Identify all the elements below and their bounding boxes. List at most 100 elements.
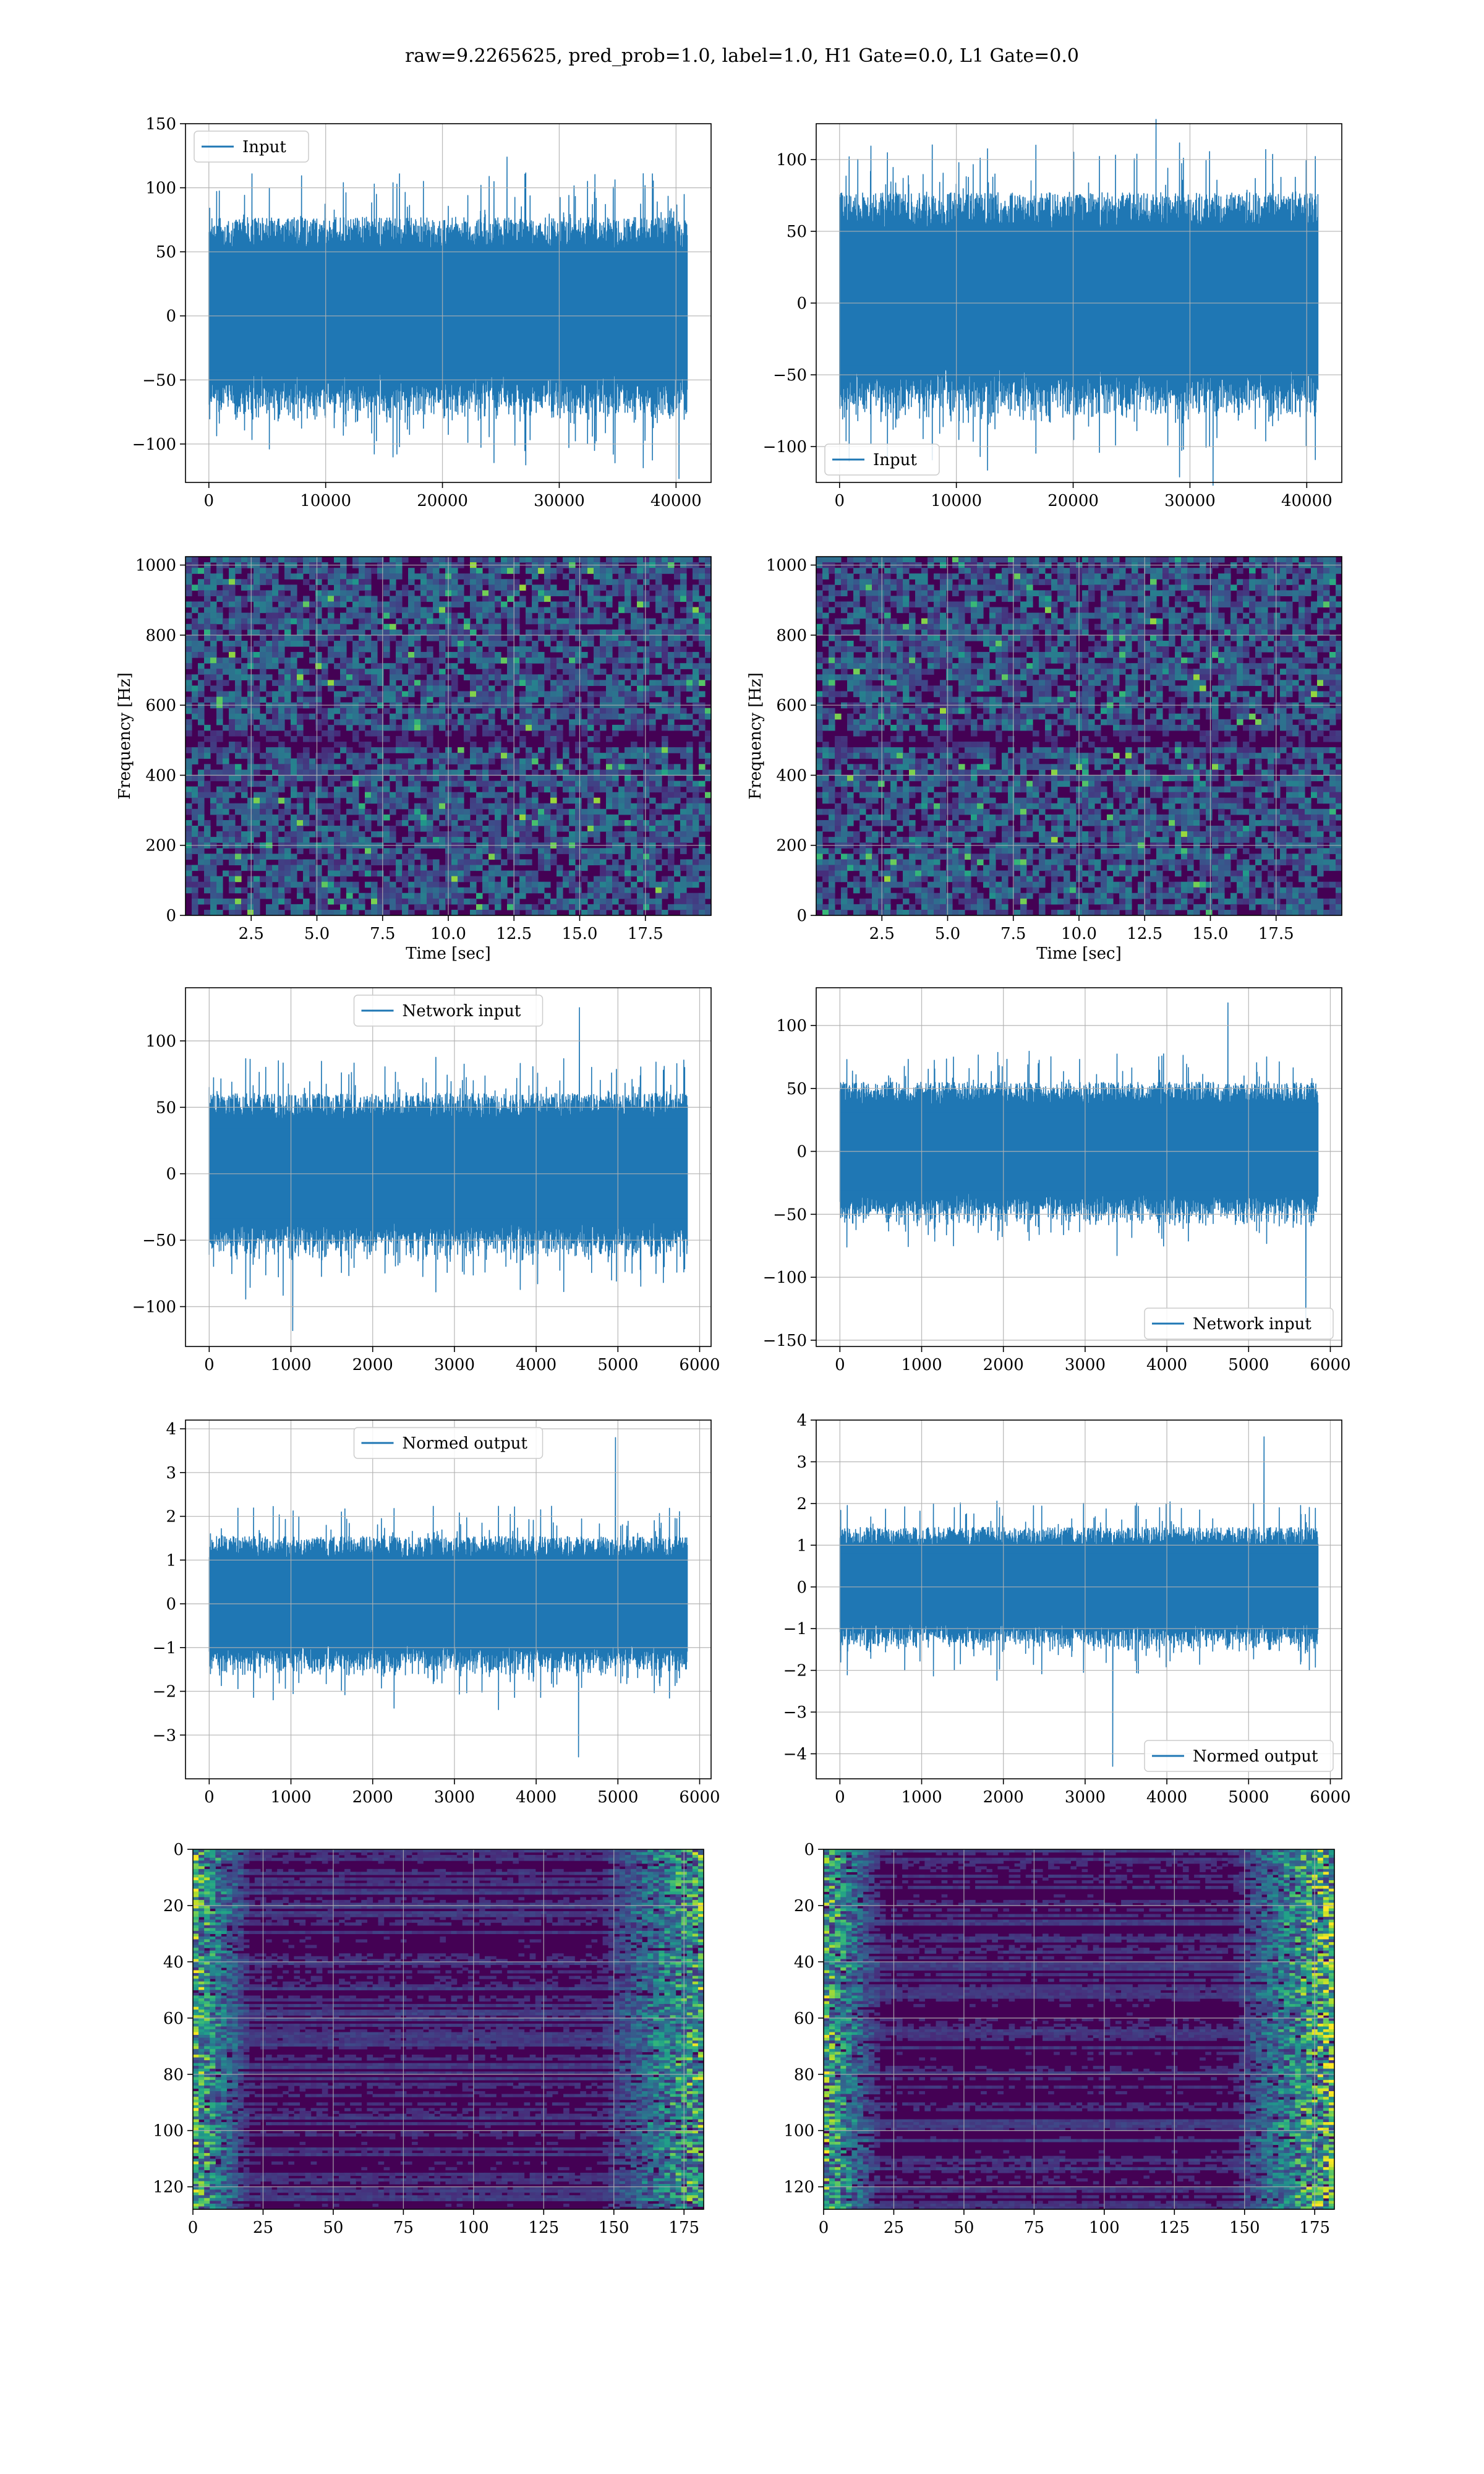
y-tick-label: 100 xyxy=(783,2122,814,2141)
subplot-grid: 0 10000 20000 30000 40000−100−50050100150Inp… xyxy=(116,115,1351,2237)
x-tick-label: 75 xyxy=(1024,2219,1044,2237)
subplot-spec_left: 2.5 5.0 7.5 10.0 12.5 15.0 17.5 0 200 400 600 800 10… xyxy=(116,556,712,963)
x-tick-label: 0 xyxy=(204,492,215,510)
x-tick-label: 12.5 xyxy=(1127,925,1162,943)
y-tick-label: 50 xyxy=(787,1080,807,1098)
subplot-norm_left: 0 1000 2000 3000 4000 5000 6000 −3 −2 −1 0 1 2 3 4 Norm… xyxy=(153,1419,720,1807)
y-tick-label: −2 xyxy=(153,1683,176,1701)
y-axis-label: Frequency [Hz] xyxy=(746,672,765,800)
y-tick-label: 100 xyxy=(776,151,807,169)
y-tick-label: −1 xyxy=(153,1639,176,1658)
y-tick-label: −3 xyxy=(783,1703,807,1722)
y-tick-label: 100 xyxy=(776,1017,807,1035)
figure-title: raw=9.2265625, pred_prob=1.0, label=1.0,… xyxy=(405,45,1079,67)
subplot-net_right: 0 1000 2000 3000 4000 5000 6000 −150 −100 −50 0 50 1… xyxy=(763,987,1351,1374)
heatmap-cells-feat_left xyxy=(193,1849,704,2210)
x-tick-label: 6000 xyxy=(1310,1356,1350,1374)
x-tick-label: 17.5 xyxy=(1258,925,1294,943)
legend-label: Normed output xyxy=(1193,1747,1318,1766)
y-tick-label: 120 xyxy=(783,2178,814,2197)
x-tick-label: 150 xyxy=(1229,2219,1260,2237)
y-tick-label: 600 xyxy=(145,696,176,715)
x-tick-label: 2000 xyxy=(983,1356,1024,1374)
y-tick-label: −100 xyxy=(132,1298,176,1317)
x-tick-label: 30000 xyxy=(534,492,585,510)
y-tick-label: 0 xyxy=(796,1143,807,1162)
x-tick-label: 4000 xyxy=(1146,1356,1187,1374)
x-tick-label: 1000 xyxy=(270,1788,311,1807)
subplot-input_left: 0 10000 20000 30000 40000 −100 −50 0 50 100 150 Inp… xyxy=(132,115,712,510)
y-tick-label: −150 xyxy=(763,1332,807,1350)
x-tick-label: 2.5 xyxy=(239,925,264,943)
y-tick-label: 400 xyxy=(145,766,176,785)
legend-net_left: Network input xyxy=(353,995,544,1027)
x-tick-label: 50 xyxy=(953,2219,974,2237)
legend-norm_left: Normed output xyxy=(353,1427,544,1459)
x-tick-label: 4000 xyxy=(1146,1788,1187,1807)
x-tick-label: 40000 xyxy=(650,492,702,510)
x-tick-label: 75 xyxy=(393,2219,414,2237)
y-tick-label: 800 xyxy=(145,627,176,645)
x-tick-label: 150 xyxy=(599,2219,629,2237)
y-tick-label: −4 xyxy=(783,1745,807,1764)
x-tick-label: 10000 xyxy=(931,492,982,510)
y-tick-label: 4 xyxy=(166,1420,176,1439)
x-tick-label: 6000 xyxy=(679,1788,720,1807)
grid-input_right xyxy=(816,124,1342,482)
x-tick-label: 7.5 xyxy=(1000,925,1026,943)
x-tick-label: 3000 xyxy=(434,1356,475,1374)
y-tick-label: 0 xyxy=(796,907,807,925)
y-tick-label: 400 xyxy=(776,766,807,785)
subplot-feat_left: 0 25 50 75 100 125 150 175 0 20 40 60 80 100 120 xyxy=(153,1841,704,2237)
y-tick-label: 120 xyxy=(153,2178,184,2197)
x-axis-label: Time [sec] xyxy=(1036,944,1122,963)
x-tick-label: 17.5 xyxy=(628,925,663,943)
y-tick-label: 50 xyxy=(787,223,807,241)
y-tick-label: 50 xyxy=(156,1098,176,1117)
y-axis-label: Frequency [Hz] xyxy=(116,672,134,800)
x-tick-label: 25 xyxy=(253,2219,273,2237)
x-tick-label: 125 xyxy=(528,2219,559,2237)
y-tick-label: 0 xyxy=(804,1841,814,1859)
subplot-input_right: 0 10000 20000 30000 40000 −100 −50 0 50 100 Input xyxy=(763,119,1342,510)
x-tick-label: 25 xyxy=(884,2219,904,2237)
x-tick-label: 5.0 xyxy=(304,925,330,943)
x-tick-label: 5000 xyxy=(597,1356,638,1374)
legend-label: Input xyxy=(873,451,917,469)
x-tick-label: 50 xyxy=(323,2219,343,2237)
y-tick-label: 3 xyxy=(166,1464,176,1483)
x-tick-label: 10.0 xyxy=(430,925,466,943)
x-tick-label: 2000 xyxy=(983,1788,1024,1807)
x-tick-label: 1000 xyxy=(901,1788,942,1807)
legend-norm_right: Normed output xyxy=(1144,1740,1334,1772)
x-tick-label: 0 xyxy=(835,492,845,510)
y-tick-label: 80 xyxy=(163,2066,184,2084)
x-tick-label: 100 xyxy=(458,2219,489,2237)
x-tick-label: 0 xyxy=(204,1356,215,1374)
x-tick-label: 0 xyxy=(835,1788,845,1807)
x-tick-label: 4000 xyxy=(516,1788,556,1807)
x-tick-label: 0 xyxy=(835,1356,845,1374)
x-tick-label: 5000 xyxy=(1228,1788,1269,1807)
x-tick-label: 0 xyxy=(188,2219,198,2237)
y-tick-label: 20 xyxy=(794,1897,814,1915)
y-tick-label: 200 xyxy=(145,837,176,855)
y-tick-label: 150 xyxy=(145,115,176,134)
y-tick-label: −100 xyxy=(763,438,807,456)
x-tick-label: 6000 xyxy=(1310,1788,1350,1807)
x-axis-label: Time [sec] xyxy=(406,944,491,963)
x-tick-label: 125 xyxy=(1159,2219,1190,2237)
subplot-feat_right: 0 25 50 75 100 125 150 175 0 20 40 60 80 100 120 xyxy=(783,1841,1335,2237)
x-tick-label: 20000 xyxy=(1047,492,1099,510)
y-tick-label: 3 xyxy=(796,1453,807,1471)
y-tick-label: −50 xyxy=(773,1205,807,1224)
x-tick-label: 5.0 xyxy=(935,925,960,943)
y-tick-label: 2 xyxy=(166,1508,176,1526)
x-tick-label: 20000 xyxy=(417,492,468,510)
y-tick-label: −2 xyxy=(783,1662,807,1680)
x-tick-label: 0 xyxy=(204,1788,215,1807)
y-tick-label: 200 xyxy=(776,837,807,855)
x-tick-label: 175 xyxy=(668,2219,699,2237)
legend-label: Network input xyxy=(403,1002,521,1021)
